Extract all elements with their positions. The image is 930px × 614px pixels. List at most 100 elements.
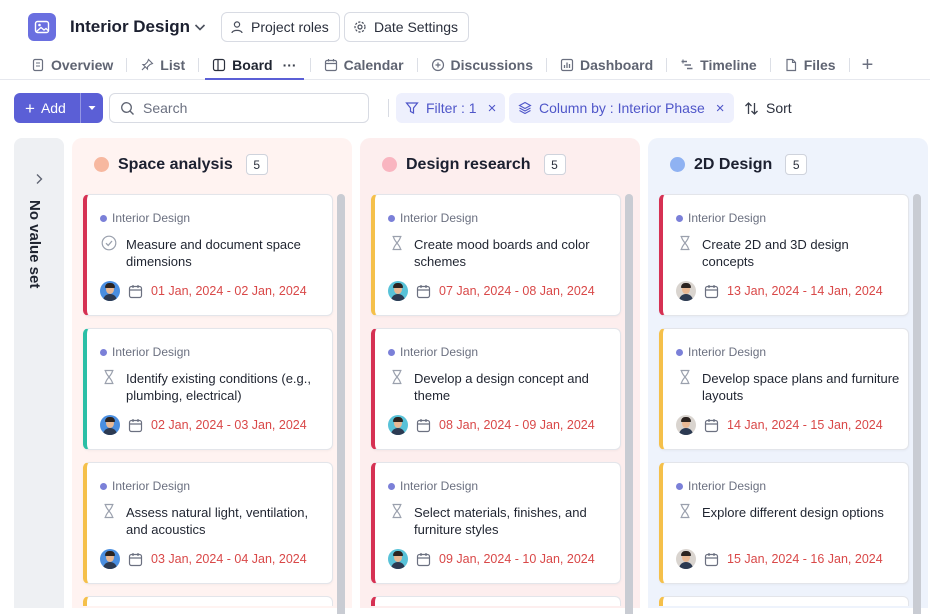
tag-dot bbox=[676, 214, 683, 222]
hourglass-icon[interactable] bbox=[389, 235, 405, 251]
task-date-range[interactable]: 07 Jan, 2024 - 08 Jan, 2024 bbox=[439, 284, 595, 298]
task-card[interactable]: Interior Design Create 2D and 3D design c… bbox=[659, 194, 909, 316]
filter-chip[interactable]: Filter : 1 × bbox=[396, 93, 506, 123]
task-footer: 08 Jan, 2024 - 09 Jan, 2024 bbox=[388, 415, 595, 435]
task-card-peek[interactable] bbox=[659, 596, 909, 606]
task-title[interactable]: Measure and document space dimensions bbox=[126, 237, 301, 269]
tag-dot bbox=[388, 214, 395, 222]
avatar[interactable] bbox=[100, 281, 120, 301]
task-title[interactable]: Assess natural light, ventilation, and a… bbox=[126, 505, 309, 537]
date-settings-button[interactable]: Date Settings bbox=[344, 12, 470, 42]
task-card[interactable]: Interior Design Assess natural light, ven… bbox=[83, 462, 333, 584]
tab-calendar[interactable]: Calendar bbox=[315, 50, 413, 80]
plus-icon: + bbox=[25, 98, 35, 118]
close-icon[interactable]: × bbox=[487, 99, 497, 117]
tab-list[interactable]: List bbox=[131, 50, 194, 80]
task-card[interactable]: Interior Design Select materials, finishe… bbox=[371, 462, 621, 584]
task-card[interactable]: Interior Design Create mood boards and co… bbox=[371, 194, 621, 316]
tab-board[interactable]: Board ··· bbox=[203, 50, 305, 80]
task-title[interactable]: Explore different design options bbox=[702, 505, 884, 520]
task-title[interactable]: Identify existing conditions (e.g., plum… bbox=[126, 371, 311, 403]
task-card-peek[interactable] bbox=[83, 596, 333, 606]
task-date-range[interactable]: 13 Jan, 2024 - 14 Jan, 2024 bbox=[727, 284, 883, 298]
hourglass-icon[interactable] bbox=[677, 235, 693, 251]
task-title[interactable]: Develop space plans and furniture layout… bbox=[702, 371, 900, 403]
tab-overview[interactable]: Overview bbox=[22, 50, 122, 80]
tag-dot bbox=[100, 348, 107, 356]
task-date-range[interactable]: 15 Jan, 2024 - 16 Jan, 2024 bbox=[727, 552, 883, 566]
task-date-range[interactable]: 02 Jan, 2024 - 03 Jan, 2024 bbox=[151, 418, 307, 432]
chevron-down-icon[interactable] bbox=[192, 19, 208, 35]
tab-dashboard[interactable]: Dashboard bbox=[551, 50, 662, 80]
tab-timeline[interactable]: Timeline bbox=[671, 50, 766, 80]
task-card[interactable]: Interior Design Measure and document spac… bbox=[83, 194, 333, 316]
search-input[interactable] bbox=[143, 100, 363, 116]
project-tag: Interior Design bbox=[676, 211, 766, 225]
project-image-icon[interactable] bbox=[28, 13, 56, 41]
task-card[interactable]: Interior Design Identify existing conditi… bbox=[83, 328, 333, 450]
tab-files[interactable]: Files bbox=[775, 50, 845, 80]
no-value-column[interactable]: No value set bbox=[14, 138, 64, 608]
avatar-body bbox=[103, 428, 117, 435]
task-card[interactable]: Interior Design Explore different design … bbox=[659, 462, 909, 584]
hourglass-icon[interactable] bbox=[389, 369, 405, 385]
hourglass-icon[interactable] bbox=[677, 503, 693, 519]
column-scrollbar[interactable] bbox=[913, 194, 921, 614]
task-date-range[interactable]: 08 Jan, 2024 - 09 Jan, 2024 bbox=[439, 418, 595, 432]
sort-button[interactable]: Sort bbox=[744, 93, 792, 123]
avatar[interactable] bbox=[676, 415, 696, 435]
avatar[interactable] bbox=[388, 281, 408, 301]
column-scrollbar[interactable] bbox=[625, 194, 633, 614]
add-view-icon[interactable]: + bbox=[861, 53, 874, 76]
column-header[interactable]: Design research 5 bbox=[382, 154, 566, 175]
hourglass-icon[interactable] bbox=[677, 369, 693, 385]
task-date-range[interactable]: 01 Jan, 2024 - 02 Jan, 2024 bbox=[151, 284, 307, 298]
task-card-peek[interactable] bbox=[371, 596, 621, 606]
hourglass-icon[interactable] bbox=[389, 503, 405, 519]
project-roles-button[interactable]: Project roles bbox=[221, 12, 340, 42]
tab-divider bbox=[416, 58, 418, 72]
task-title[interactable]: Develop a design concept and theme bbox=[414, 371, 589, 403]
avatar[interactable] bbox=[100, 415, 120, 435]
avatar[interactable] bbox=[388, 549, 408, 569]
avatar[interactable] bbox=[100, 549, 120, 569]
avatar-body bbox=[391, 562, 405, 569]
avatar-face bbox=[106, 553, 114, 562]
board-icon bbox=[213, 58, 226, 72]
avatar[interactable] bbox=[676, 281, 696, 301]
more-options-icon[interactable]: ··· bbox=[282, 57, 297, 73]
calendar-icon bbox=[416, 284, 431, 298]
date-settings-label: Date Settings bbox=[374, 19, 459, 35]
chart-icon bbox=[560, 58, 574, 72]
column-scrollbar[interactable] bbox=[337, 194, 345, 614]
task-title[interactable]: Create mood boards and color schemes bbox=[414, 237, 590, 269]
chevron-right-icon[interactable] bbox=[32, 172, 46, 186]
search-box[interactable] bbox=[109, 93, 369, 123]
file-icon bbox=[786, 58, 796, 72]
task-date-range[interactable]: 09 Jan, 2024 - 10 Jan, 2024 bbox=[439, 552, 595, 566]
tab-discussions[interactable]: Discussions bbox=[422, 50, 542, 80]
task-date-range[interactable]: 03 Jan, 2024 - 04 Jan, 2024 bbox=[151, 552, 307, 566]
column-header[interactable]: 2D Design 5 bbox=[670, 154, 808, 175]
avatar-face bbox=[106, 419, 114, 428]
task-card[interactable]: Interior Design Develop space plans and f… bbox=[659, 328, 909, 450]
add-dropdown-button[interactable] bbox=[81, 103, 103, 113]
task-date-range[interactable]: 14 Jan, 2024 - 15 Jan, 2024 bbox=[727, 418, 883, 432]
hourglass-icon[interactable] bbox=[101, 369, 117, 385]
project-tag-label: Interior Design bbox=[400, 345, 479, 359]
column-header[interactable]: Space analysis 5 bbox=[94, 154, 268, 175]
avatar[interactable] bbox=[388, 415, 408, 435]
add-main-button[interactable]: + Add bbox=[14, 100, 80, 117]
check-circle-icon[interactable] bbox=[101, 235, 117, 251]
avatar[interactable] bbox=[676, 549, 696, 569]
close-icon[interactable]: × bbox=[715, 99, 725, 117]
tab-board-label: Board bbox=[232, 57, 273, 73]
project-tag: Interior Design bbox=[676, 479, 766, 493]
hourglass-icon[interactable] bbox=[101, 503, 117, 519]
column-by-chip[interactable]: Column by : Interior Phase × bbox=[509, 93, 734, 123]
add-button[interactable]: + Add bbox=[14, 93, 103, 123]
avatar-hair bbox=[393, 417, 403, 422]
task-title[interactable]: Select materials, finishes, and furnitur… bbox=[414, 505, 587, 537]
task-card[interactable]: Interior Design Develop a design concept … bbox=[371, 328, 621, 450]
task-title[interactable]: Create 2D and 3D design concepts bbox=[702, 237, 849, 269]
